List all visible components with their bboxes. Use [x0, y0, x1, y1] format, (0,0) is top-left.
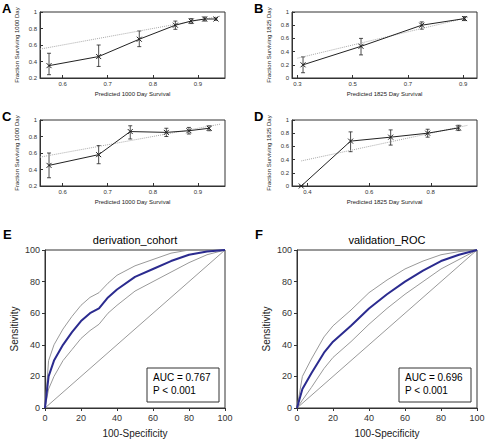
- svg-text:1: 1: [34, 117, 38, 123]
- svg-text:40: 40: [364, 413, 374, 423]
- svg-text:0: 0: [35, 403, 40, 413]
- svg-text:1: 1: [286, 9, 290, 15]
- svg-text:0: 0: [286, 183, 290, 189]
- svg-text:Sensitivity: Sensitivity: [261, 306, 272, 351]
- svg-text:Fraction Surviving 1000 Day: Fraction Surviving 1000 Day: [14, 115, 20, 190]
- svg-text:20: 20: [282, 371, 292, 381]
- svg-text:0: 0: [287, 403, 292, 413]
- svg-text:validation_ROC: validation_ROC: [348, 234, 425, 246]
- svg-text:1: 1: [286, 117, 290, 123]
- svg-text:B: B: [254, 1, 263, 16]
- svg-text:Predicted 1825 Day Survival: Predicted 1825 Day Survival: [347, 91, 423, 97]
- svg-text:0.8: 0.8: [29, 26, 38, 32]
- svg-text:P < 0.001: P < 0.001: [153, 385, 196, 396]
- svg-text:60: 60: [282, 308, 292, 318]
- svg-text:0.7: 0.7: [104, 81, 113, 87]
- svg-text:100: 100: [217, 413, 232, 423]
- svg-text:0.6: 0.6: [365, 189, 374, 195]
- svg-text:0.4: 0.4: [281, 49, 290, 55]
- svg-text:0.6: 0.6: [29, 42, 38, 48]
- svg-text:0.6: 0.6: [58, 189, 67, 195]
- svg-text:0.4: 0.4: [29, 167, 38, 173]
- svg-text:0.2: 0.2: [29, 183, 38, 189]
- svg-text:0.9: 0.9: [194, 189, 203, 195]
- svg-text:E: E: [3, 227, 12, 242]
- svg-text:20: 20: [76, 413, 86, 423]
- svg-text:Fraction Surviving 1825 Day: Fraction Surviving 1825 Day: [266, 115, 272, 190]
- svg-text:0.7: 0.7: [404, 81, 413, 87]
- svg-text:F: F: [255, 227, 263, 242]
- svg-text:A: A: [2, 1, 12, 16]
- svg-text:100: 100: [469, 413, 484, 423]
- svg-text:60: 60: [400, 413, 410, 423]
- svg-text:0.9: 0.9: [459, 81, 468, 87]
- svg-text:0: 0: [286, 75, 290, 81]
- svg-text:Fraction Surviving 1000 Day: Fraction Surviving 1000 Day: [14, 7, 20, 82]
- svg-text:0.2: 0.2: [29, 75, 38, 81]
- svg-text:AUC = 0.696: AUC = 0.696: [405, 372, 463, 383]
- svg-text:80: 80: [30, 277, 40, 287]
- svg-text:80: 80: [436, 413, 446, 423]
- svg-text:100: 100: [277, 245, 292, 255]
- svg-text:Fraction Surviving 1825 Day: Fraction Surviving 1825 Day: [266, 7, 272, 82]
- svg-text:1: 1: [34, 9, 38, 15]
- svg-text:40: 40: [282, 340, 292, 350]
- svg-text:80: 80: [282, 277, 292, 287]
- svg-text:C: C: [2, 109, 12, 124]
- svg-text:0.5: 0.5: [349, 81, 358, 87]
- svg-text:0.8: 0.8: [281, 22, 290, 28]
- svg-text:0.9: 0.9: [194, 81, 203, 87]
- svg-text:20: 20: [30, 371, 40, 381]
- svg-text:60: 60: [30, 308, 40, 318]
- svg-text:Predicted 1000 Day Survival: Predicted 1000 Day Survival: [95, 199, 171, 205]
- svg-text:AUC = 0.767: AUC = 0.767: [153, 372, 211, 383]
- svg-text:0: 0: [294, 413, 299, 423]
- svg-text:Predicted 1000 Day Survival: Predicted 1000 Day Survival: [95, 91, 171, 97]
- svg-text:0: 0: [42, 413, 47, 423]
- svg-text:0.8: 0.8: [427, 189, 436, 195]
- svg-text:20: 20: [328, 413, 338, 423]
- svg-text:80: 80: [184, 413, 194, 423]
- svg-text:0.6: 0.6: [281, 35, 290, 41]
- svg-text:0.6: 0.6: [281, 143, 290, 149]
- svg-text:100: 100: [25, 245, 40, 255]
- svg-text:derivation_cohort: derivation_cohort: [93, 234, 177, 246]
- svg-text:0.6: 0.6: [29, 150, 38, 156]
- svg-text:Predicted 1825 Day Survival: Predicted 1825 Day Survival: [347, 199, 423, 205]
- svg-text:60: 60: [148, 413, 158, 423]
- svg-text:0.6: 0.6: [58, 81, 67, 87]
- svg-text:P < 0.001: P < 0.001: [405, 385, 448, 396]
- svg-text:0.8: 0.8: [281, 130, 290, 136]
- svg-text:0.8: 0.8: [149, 189, 158, 195]
- svg-text:40: 40: [112, 413, 122, 423]
- svg-text:0.4: 0.4: [29, 59, 38, 65]
- svg-text:0.3: 0.3: [293, 81, 302, 87]
- svg-text:0.8: 0.8: [29, 134, 38, 140]
- svg-text:0.2: 0.2: [281, 62, 290, 68]
- svg-text:0.4: 0.4: [303, 189, 312, 195]
- svg-text:100-Specificity: 100-Specificity: [102, 428, 167, 439]
- svg-text:Sensitivity: Sensitivity: [9, 306, 20, 351]
- svg-text:0.8: 0.8: [149, 81, 158, 87]
- svg-text:100-Specificity: 100-Specificity: [354, 428, 419, 439]
- svg-text:0.2: 0.2: [281, 170, 290, 176]
- svg-text:40: 40: [30, 340, 40, 350]
- svg-text:D: D: [254, 109, 263, 124]
- svg-text:0.7: 0.7: [104, 189, 113, 195]
- svg-text:0.4: 0.4: [281, 157, 290, 163]
